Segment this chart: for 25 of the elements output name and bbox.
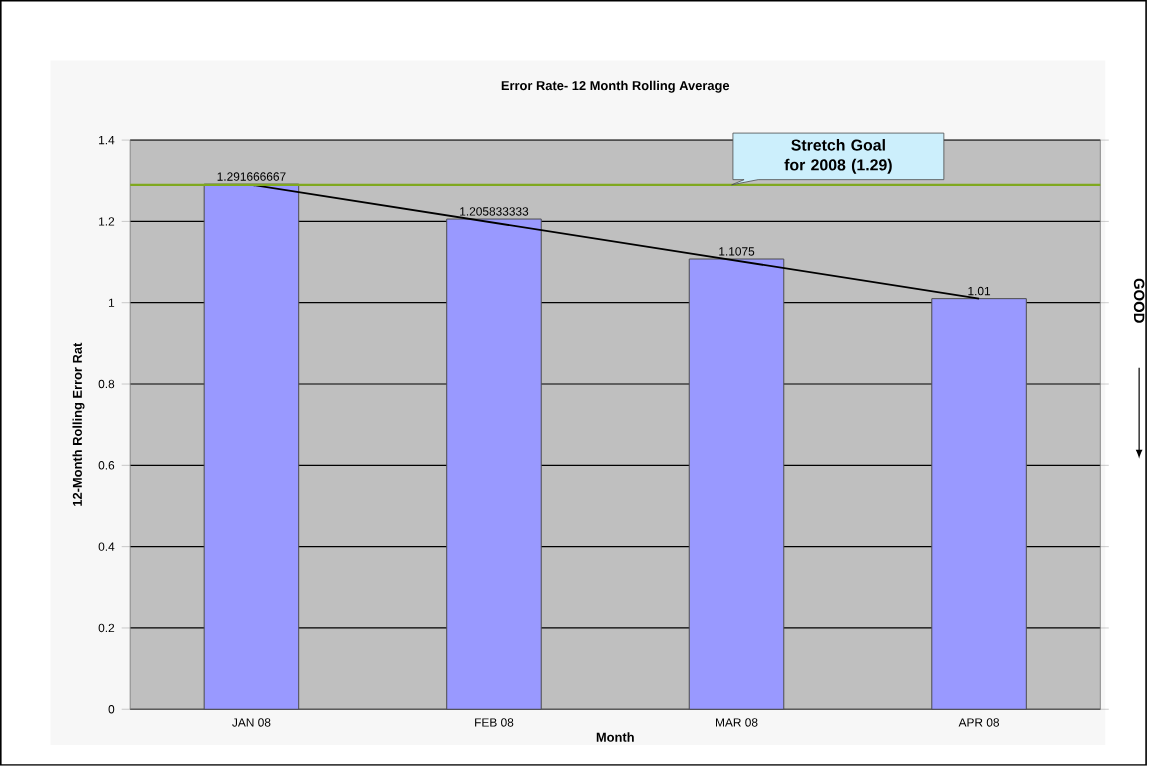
bar: [203, 183, 300, 710]
x-tick-label: APR 08: [958, 718, 1000, 727]
y-tick-label: 0.2: [98, 623, 115, 633]
bar: [446, 218, 542, 710]
x-tick-label: FEB 08: [475, 718, 514, 727]
data-label: 1.1075: [719, 247, 755, 256]
x-axis-title: Month: [596, 732, 634, 742]
bar: [931, 298, 1027, 710]
y-tick-label: 0.4: [98, 542, 115, 551]
y-tick-label: 1: [108, 298, 115, 307]
x-tick-label: MAR 08: [716, 718, 758, 727]
bar: [688, 258, 785, 710]
data-label: 1.291666667: [217, 172, 286, 181]
data-label: 1.205833333: [460, 207, 529, 216]
chart-title: Error Rate- 12 Month Rolling Average: [501, 80, 730, 93]
y-axis-title: 12-Month Rolling Error Rat: [72, 342, 85, 506]
y-tick-label: 0: [108, 705, 115, 714]
ref-line-label: Stretch Goal for 2008 (1.29): [784, 139, 892, 174]
y-tick-label: 0.8: [98, 379, 115, 389]
y-tick-label: 1.4: [99, 136, 115, 145]
y-tick-label: 1.2: [99, 217, 115, 226]
text: GOOD: [1133, 278, 1145, 323]
data-label: 1.01: [968, 286, 991, 296]
y-tick-label: 0.6: [98, 461, 115, 470]
x-tick-label: JAN 08: [232, 718, 271, 727]
